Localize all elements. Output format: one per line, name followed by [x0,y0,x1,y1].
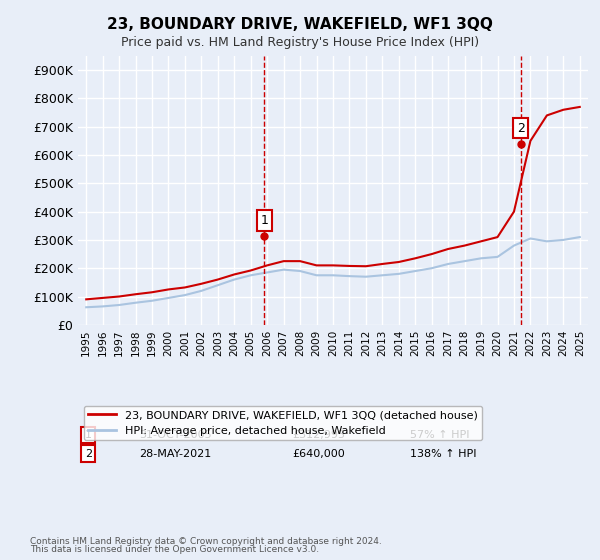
Text: 138% ↑ HPI: 138% ↑ HPI [409,449,476,459]
Text: 31-OCT-2005: 31-OCT-2005 [139,430,212,440]
Text: 28-MAY-2021: 28-MAY-2021 [139,449,211,459]
Text: 1: 1 [85,430,92,440]
Text: This data is licensed under the Open Government Licence v3.0.: This data is licensed under the Open Gov… [30,545,319,554]
Legend: 23, BOUNDARY DRIVE, WAKEFIELD, WF1 3QQ (detached house), HPI: Average price, det: 23, BOUNDARY DRIVE, WAKEFIELD, WF1 3QQ (… [83,405,482,440]
Text: Price paid vs. HM Land Registry's House Price Index (HPI): Price paid vs. HM Land Registry's House … [121,36,479,49]
Text: Contains HM Land Registry data © Crown copyright and database right 2024.: Contains HM Land Registry data © Crown c… [30,537,382,546]
Text: 57% ↑ HPI: 57% ↑ HPI [409,430,469,440]
Text: £640,000: £640,000 [292,449,345,459]
Text: 23, BOUNDARY DRIVE, WAKEFIELD, WF1 3QQ: 23, BOUNDARY DRIVE, WAKEFIELD, WF1 3QQ [107,17,493,32]
Text: 2: 2 [85,449,92,459]
Text: 2: 2 [517,122,524,134]
Text: £312,995: £312,995 [292,430,345,440]
Text: 1: 1 [260,214,268,227]
